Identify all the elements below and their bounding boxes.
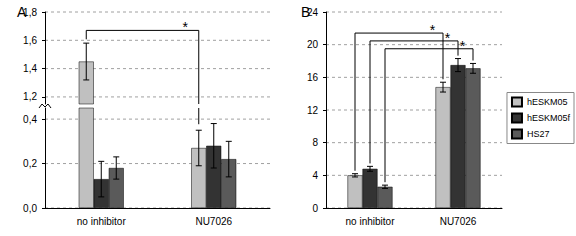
svg-text:no inhibitor: no inhibitor [346, 216, 396, 227]
svg-text:20: 20 [307, 39, 319, 50]
svg-text:0,2: 0,2 [23, 158, 37, 169]
svg-text:1,4: 1,4 [23, 63, 37, 74]
svg-text:0,4: 0,4 [23, 114, 37, 125]
svg-text:1,8: 1,8 [23, 6, 37, 18]
svg-text:1,2: 1,2 [23, 91, 37, 102]
svg-text:*: * [183, 19, 189, 35]
svg-text:HS27: HS27 [527, 129, 550, 139]
svg-text:A: A [17, 4, 27, 20]
svg-text:NU7026: NU7026 [195, 216, 232, 227]
svg-text:hESKM05f: hESKM05f [527, 113, 571, 123]
svg-text:*: * [460, 38, 466, 54]
svg-text:1,6: 1,6 [23, 35, 37, 46]
svg-text:0,0: 0,0 [23, 203, 37, 214]
svg-text:8: 8 [312, 137, 318, 148]
svg-text:16: 16 [307, 72, 319, 83]
svg-text:*: * [430, 22, 436, 38]
svg-text:0: 0 [312, 203, 318, 214]
svg-text:no inhibitor: no inhibitor [77, 216, 127, 227]
svg-text:NU7026: NU7026 [440, 216, 477, 227]
svg-text:hESKM05: hESKM05 [527, 97, 568, 107]
svg-text:24: 24 [306, 6, 318, 18]
svg-text:*: * [445, 30, 451, 46]
svg-text:4: 4 [312, 170, 318, 181]
svg-text:B: B [301, 4, 310, 20]
svg-text:12: 12 [307, 105, 319, 116]
